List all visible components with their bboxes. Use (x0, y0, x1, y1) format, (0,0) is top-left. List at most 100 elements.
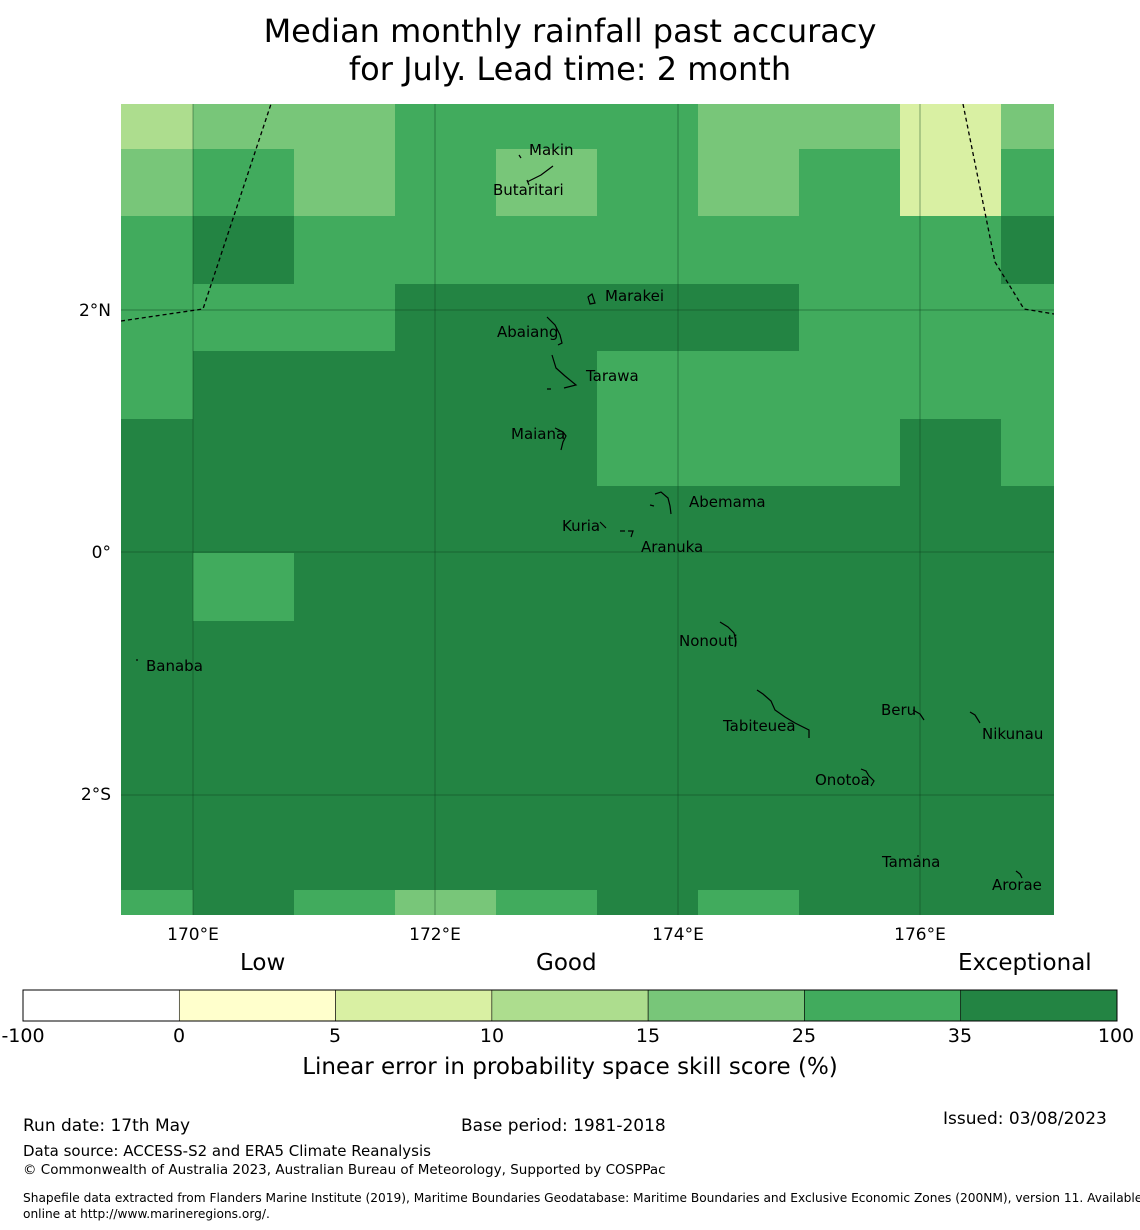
colorbar-swatch (178, 989, 336, 1022)
map-title-line1: Median monthly rainfall past accuracy (263, 12, 877, 50)
legend-tick: 35 (947, 1025, 973, 1047)
island-label-makin: Makin (529, 141, 574, 159)
shapefile-credit-line1: Shapefile data extracted from Flanders M… (23, 1191, 1140, 1205)
island-label-butaritari: Butaritari (493, 181, 564, 199)
base-period: Base period: 1981-2018 (461, 1116, 666, 1136)
grid-cell (395, 890, 496, 915)
data-source: Data source: ACCESS-S2 and ERA5 Climate … (23, 1142, 431, 1160)
island-label-abaiang: Abaiang (497, 323, 558, 341)
lat-label-2n: 2°N (79, 301, 111, 321)
legend-tick: 0 (172, 1025, 186, 1047)
legend-category-exceptional: Exceptional (958, 950, 1092, 976)
lon-label-172e: 172°E (409, 925, 461, 945)
grid-cell (193, 104, 395, 149)
eez-boundary (121, 104, 1054, 322)
colorbar-swatch (335, 989, 493, 1022)
island-tarawa-shape (547, 354, 578, 390)
lon-label-170e: 170°E (167, 925, 219, 945)
island-abaiang-shape (546, 316, 563, 346)
colorbar-swatch (960, 989, 1118, 1022)
legend-tick: -100 (1, 1025, 45, 1047)
island-arorae-shape (1015, 870, 1023, 879)
grid-cell (121, 351, 193, 419)
grid-cell (294, 890, 395, 915)
lat-label-0: 0° (92, 543, 111, 563)
island-label-tabiteuea: Tabiteuea (722, 717, 796, 735)
island-label-tarawa: Tarawa (585, 367, 639, 385)
map-title-line2: for July. Lead time: 2 month (348, 50, 792, 88)
grid-cell (193, 553, 294, 621)
legend-tick: 100 (1097, 1025, 1135, 1047)
grid-cell (294, 149, 395, 216)
shapefile-credit-line2: online at http://www.marineregions.org/. (23, 1207, 270, 1221)
legend-category-low: Low (240, 950, 286, 976)
grid-cell (799, 149, 900, 216)
islands (136, 154, 1023, 879)
island-label-banaba: Banaba (146, 657, 203, 675)
island-label-tamana: Tamana (881, 853, 940, 871)
legend-tick: 15 (635, 1025, 661, 1047)
grid-cell (496, 149, 597, 216)
grid-cell (121, 216, 193, 284)
island-nikunau-shape (969, 711, 981, 724)
island-label-beru: Beru (881, 701, 916, 719)
grid-cell (1001, 149, 1054, 216)
colorbar-swatch (647, 989, 805, 1022)
eez-line-east (962, 104, 1054, 315)
legend-colorbar (22, 989, 1118, 1022)
island-label-arorae: Arorae (992, 876, 1042, 894)
grid-cell (799, 284, 1054, 351)
legend-tick: 10 (479, 1025, 505, 1047)
legend-axis-label: Linear error in probability space skill … (302, 1054, 838, 1080)
run-date: Run date: 17th May (23, 1116, 191, 1136)
island-nonouti-shape (719, 621, 737, 648)
axis-labels: 2°N 0° 2°S 170°E 172°E 174°E 176°E (79, 301, 946, 945)
legend-tick: 25 (791, 1025, 817, 1047)
island-kuria-shape (599, 521, 625, 532)
grid-cell (395, 104, 698, 149)
grid-cell (193, 149, 294, 216)
island-beru-shape (912, 709, 925, 721)
grid-cell (121, 104, 193, 149)
island-label-nonouti: Nonouti (679, 632, 738, 650)
island-label-maiana: Maiana (511, 425, 565, 443)
island-maiana-shape (554, 427, 567, 451)
grid-cell (121, 890, 193, 915)
grid-cell (698, 104, 900, 149)
island-makin-shape (518, 154, 522, 159)
grid-cell (597, 351, 1054, 419)
grid-cell (1001, 419, 1054, 486)
colorbar-outline (22, 989, 1118, 1022)
grid-cell (1001, 104, 1054, 149)
grid-cell (900, 149, 1001, 216)
island-label-aranuka: Aranuka (641, 538, 703, 556)
island-tabiteuea-shape (756, 689, 810, 738)
grid-cell (121, 284, 395, 351)
legend-tick: 5 (328, 1025, 342, 1047)
island-onotoa-shape (860, 768, 875, 787)
colorbar-swatch (22, 989, 180, 1022)
colorbar-swatches (22, 989, 1118, 1022)
graticule (121, 104, 1054, 915)
lon-label-174e: 174°E (652, 925, 704, 945)
copyright-notice: © Commonwealth of Australia 2023, Austra… (23, 1162, 666, 1178)
island-label-nikunau: Nikunau (982, 725, 1043, 743)
skill-map: Makin Butaritari Marakei Abaiang Tarawa … (79, 104, 1054, 945)
colorbar-swatch (491, 989, 649, 1022)
lat-label-2s: 2°S (81, 785, 111, 805)
island-aranuka-shape (628, 530, 634, 538)
grid-cell (900, 104, 1001, 149)
island-butaritari-shape (526, 165, 554, 186)
island-marakei-shape (587, 293, 596, 305)
island-abemama-shape (649, 491, 672, 515)
colorbar-swatch (804, 989, 962, 1022)
island-label-kuria: Kuria (562, 517, 600, 535)
grid-cell (698, 149, 799, 216)
grid-cell (294, 216, 1001, 284)
skill-grid (121, 104, 1054, 915)
island-label-onotoa: Onotoa (815, 771, 870, 789)
grid-cell (121, 149, 193, 216)
legend-category-good: Good (536, 950, 597, 976)
grid-cell (597, 149, 698, 216)
eez-line-west (121, 104, 272, 322)
